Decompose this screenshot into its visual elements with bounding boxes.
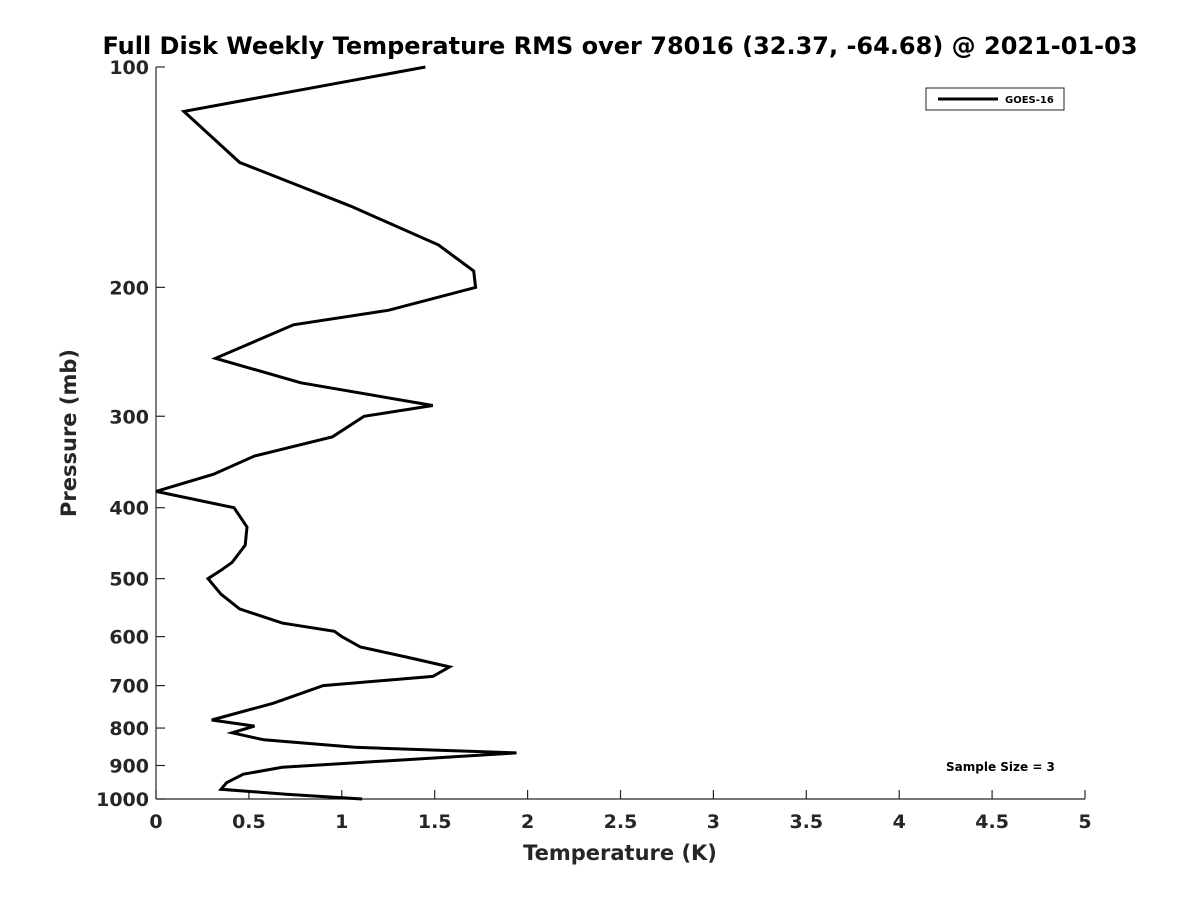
- y-tick-label: 900: [109, 756, 149, 778]
- x-tick-label: 3.5: [789, 811, 823, 833]
- x-tick-label: 1: [335, 811, 348, 833]
- y-tick-label: 500: [109, 569, 149, 591]
- x-tick-label: 0: [149, 811, 162, 833]
- y-axis-label: Pressure (mb): [57, 349, 81, 517]
- y-tick-label: 400: [109, 498, 149, 520]
- y-tick-label: 800: [109, 718, 149, 740]
- series-line-goes16: [155, 65, 517, 801]
- y-tick-label: 700: [109, 676, 149, 698]
- legend-entry-label: GOES-16: [1005, 95, 1054, 106]
- y-tick-label: 100: [109, 57, 149, 79]
- chart-title: Full Disk Weekly Temperature RMS over 78…: [102, 32, 1137, 60]
- x-tick-label: 1.5: [418, 811, 452, 833]
- x-axis-label: Temperature (K): [523, 841, 717, 865]
- sample-size-annotation: Sample Size = 3: [946, 760, 1055, 774]
- y-tick-label: 600: [109, 627, 149, 649]
- plot-area: 0 0.5 1 1.5 2 2.5 3 3.5 4 4.5 5 100 200 300 400 500 600…: [96, 57, 1092, 833]
- legend: GOES-16: [925, 87, 1065, 111]
- y-tick-label: 1000: [96, 789, 149, 811]
- x-tick-label: 4: [893, 811, 906, 833]
- x-tick-label: 3: [707, 811, 720, 833]
- x-tick-label: 0.5: [232, 811, 266, 833]
- y-tick-label: 300: [109, 406, 149, 428]
- x-tick-label: 2.5: [604, 811, 638, 833]
- x-tick-label: 2: [521, 811, 534, 833]
- y-tick-label: 200: [109, 277, 149, 299]
- x-tick-label: 4.5: [975, 811, 1009, 833]
- x-tick-label: 5: [1078, 811, 1091, 833]
- y-ticks: 100 200 300 400 500 600 700 800 900 1000: [96, 57, 165, 811]
- x-ticks: 0 0.5 1 1.5 2 2.5 3 3.5 4 4.5 5: [149, 790, 1092, 833]
